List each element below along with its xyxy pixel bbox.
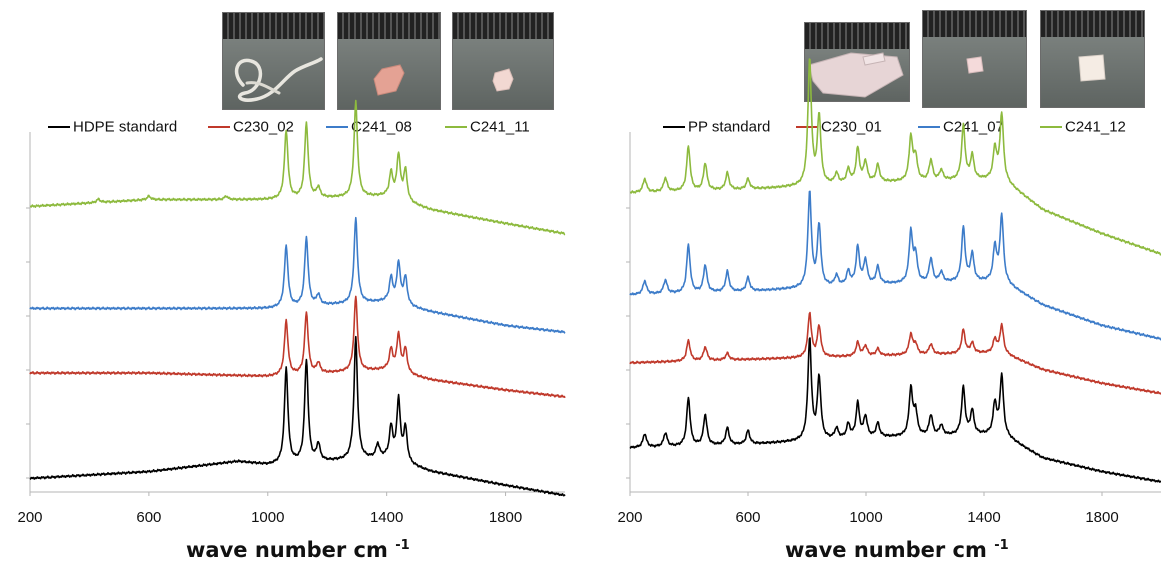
legend: PP standard C230_01 C241_07 C241_12 xyxy=(663,118,1158,138)
legend-label: C230_01 xyxy=(821,118,882,136)
pp-panel: PP standard C230_01 C241_07 C241_12 200 6… xyxy=(580,0,1161,570)
sheet-sample xyxy=(808,52,904,98)
x-tick-label: 200 xyxy=(617,509,642,526)
x-tick-label: 200 xyxy=(17,509,42,526)
legend-entry: HDPE standard xyxy=(48,118,177,136)
x-axis-title: wave number cm -1 xyxy=(785,538,1009,562)
spectrum-plot-pp: 200 600 1000 1400 1800 xyxy=(617,58,1161,526)
flake-sample xyxy=(1078,54,1106,82)
hdpe-panel: HDPE standard C230_02 C241_08 C241_11 20… xyxy=(0,0,580,570)
legend: HDPE standard C230_02 C241_08 C241_11 xyxy=(48,118,578,138)
legend-entry: C230_02 xyxy=(208,118,294,136)
x-tick-label: 1800 xyxy=(489,509,522,526)
legend-swatch xyxy=(326,126,348,129)
legend-swatch xyxy=(208,126,230,129)
legend-label: C241_11 xyxy=(470,118,530,136)
spectrum-line xyxy=(629,311,1161,395)
legend-swatch xyxy=(48,126,70,129)
legend-label: C241_07 xyxy=(943,118,1004,136)
legend-swatch xyxy=(918,126,940,129)
legend-label: C230_02 xyxy=(233,118,294,136)
legend-label: PP standard xyxy=(688,118,771,136)
legend-label: HDPE standard xyxy=(73,118,178,136)
x-tick-label: 1800 xyxy=(1085,509,1118,526)
spectrum-line xyxy=(629,337,1161,483)
legend-entry: C241_08 xyxy=(326,118,412,136)
spectrum-line xyxy=(29,335,566,497)
x-tick-label: 1400 xyxy=(370,509,403,526)
legend-swatch xyxy=(663,126,685,129)
x-tick-label: 600 xyxy=(735,509,760,526)
legend-swatch xyxy=(445,126,467,129)
flake-sample xyxy=(373,64,405,96)
legend-entry: C241_11 xyxy=(445,118,530,136)
legend-label: C241_12 xyxy=(1065,118,1126,136)
x-tick-label: 600 xyxy=(136,509,161,526)
legend-entry: PP standard xyxy=(663,118,770,136)
spectrum-line xyxy=(29,295,566,399)
legend-swatch xyxy=(1040,126,1062,129)
x-tick-label: 1000 xyxy=(849,509,882,526)
spectrum-line xyxy=(629,190,1161,341)
legend-entry: C241_12 xyxy=(1040,118,1126,136)
legend-entry: C241_07 xyxy=(918,118,1004,136)
spectrum-line xyxy=(629,58,1161,256)
legend-label: C241_08 xyxy=(351,118,412,136)
sample-photo-c241-07 xyxy=(1040,10,1145,108)
sample-photo-c230-01 xyxy=(922,10,1027,108)
sample-photo-c241-08 xyxy=(452,12,554,110)
spectrum-plot-hdpe: 200 600 1000 1400 1800 xyxy=(17,99,566,526)
x-axis-title: wave number cm -1 xyxy=(186,538,410,562)
flake-sample xyxy=(966,56,984,74)
x-tick-label: 1400 xyxy=(967,509,1000,526)
flake-sample xyxy=(492,68,514,92)
x-tick-label: 1000 xyxy=(251,509,284,526)
thread-sample xyxy=(234,57,323,102)
sample-photo-hdpe-standard xyxy=(222,12,325,110)
sample-photo-c230-02 xyxy=(337,12,441,110)
spectrum-line xyxy=(29,216,566,334)
sample-photo-pp-standard xyxy=(804,22,910,102)
ruler-scale xyxy=(223,13,324,39)
spectrum-line xyxy=(29,99,566,236)
